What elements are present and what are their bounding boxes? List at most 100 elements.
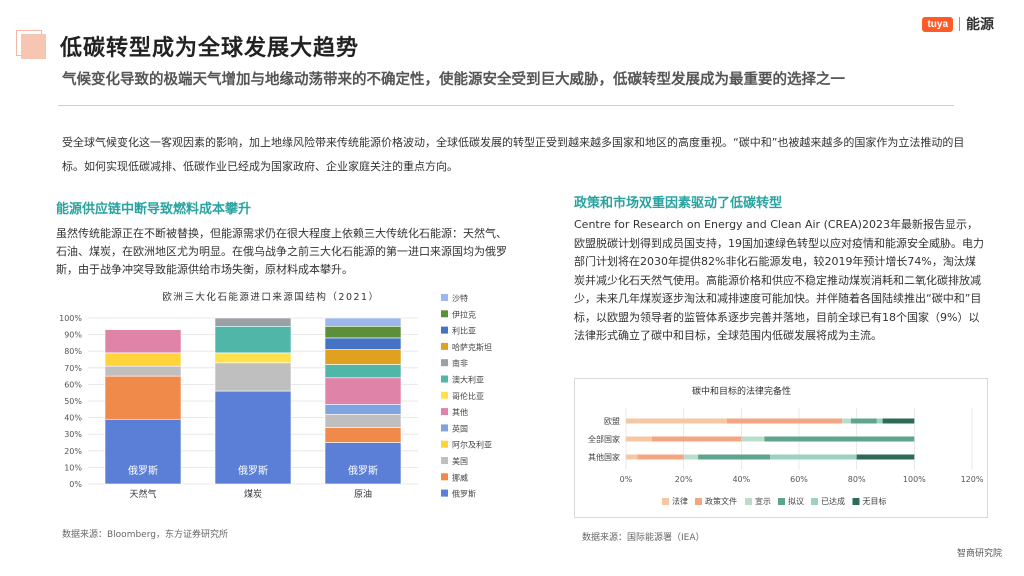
chart2-legend-label: 政策文件 — [705, 496, 737, 506]
chart1-legend-swatch — [441, 391, 448, 399]
chart2-legend-swatch — [852, 498, 860, 505]
chart1-ytick: 50% — [64, 397, 82, 406]
chart1-legend-label: 澳大利亚 — [452, 375, 484, 385]
chart2-xtick: 60% — [790, 475, 808, 484]
chart1-bar-segment — [214, 390, 292, 485]
intro-paragraph: 受全球气候变化这一客观因素的影响，加上地缘风险带来传统能源价格波动，全球低碳发展… — [62, 136, 965, 173]
chart2-xtick: 0% — [620, 475, 633, 484]
chart2-bar-segment — [698, 454, 771, 460]
chart1-ytick: 100% — [59, 314, 82, 323]
chart1-bar-segment — [214, 325, 292, 354]
title-decoration — [16, 30, 46, 60]
chart2-legend-label: 宣示 — [755, 496, 771, 506]
chart2-title: 碳中和目标的法律完备性 — [692, 385, 791, 397]
chart2-xtick: 120% — [961, 475, 984, 484]
chart1-legend-label: 南非 — [452, 358, 468, 368]
chart1-ytick: 90% — [64, 331, 82, 340]
chart2-xtick: 80% — [848, 475, 866, 484]
footer-credit: 智商研究院 — [956, 549, 1002, 559]
chart1-bar-segment — [214, 352, 292, 364]
chart1-ytick: 10% — [64, 463, 82, 472]
chart2-xtick: 40% — [732, 475, 750, 484]
chart1-legend-swatch — [441, 342, 448, 350]
chart1-bar-label: 俄罗斯 — [238, 464, 268, 477]
chart2-category-label: 其他国家 — [588, 452, 620, 462]
chart2-bar-segment — [726, 418, 843, 424]
chart1-bar-segment — [324, 427, 402, 443]
chart1-ytick: 80% — [64, 347, 82, 356]
chart2-bar-segment — [856, 454, 915, 460]
chart1-bar-segment — [324, 337, 402, 350]
right-paragraph: Centre for Research on Energy and Clean … — [574, 218, 984, 342]
chart1-ytick: 20% — [64, 447, 82, 456]
chart1-legend-swatch — [441, 310, 448, 318]
chart2-bar-segment — [626, 454, 638, 460]
chart2-frame — [574, 378, 988, 518]
chart1-bar-segment — [324, 364, 402, 379]
chart1-bar-segment — [104, 352, 182, 367]
chart1-legend-label: 阿尔及利亚 — [452, 440, 492, 450]
chart2-xtick: 100% — [903, 475, 926, 484]
right-heading: 政策和市场双重因素驱动了低碳转型 — [574, 196, 783, 211]
chart2-bar-segment — [882, 418, 915, 424]
chart1-bar-label: 俄罗斯 — [128, 464, 158, 477]
chart2-legend-swatch — [811, 498, 818, 505]
chart1-bar-segment — [104, 375, 182, 420]
chart2-legend-label: 已达成 — [821, 496, 845, 506]
chart1-legend-label: 哥伦比亚 — [452, 391, 484, 401]
brand-logo: tuya 能源 — [922, 14, 994, 34]
chart1-bar-segment — [104, 365, 182, 377]
chart1-legend-swatch — [441, 457, 448, 464]
chart1-ytick: 0% — [69, 480, 82, 489]
left-paragraph: 虽然传统能源正在不断被替换，但能源需求仍在很大程度上依赖三大传统化石能源：天然气… — [56, 227, 507, 276]
chart1-category-label: 煤炭 — [244, 488, 262, 500]
chart2-bar-segment — [850, 418, 877, 424]
chart2-legend-label: 拟议 — [788, 496, 804, 506]
chart1-legend-swatch — [441, 408, 448, 416]
chart2-bar-segment — [637, 454, 684, 460]
chart2-bar-segment — [764, 436, 915, 442]
import-structure-chart: 欧洲三大化石能源进口来源国结构（2021） 0% 10% 20% 30% 40% 50% 6… — [59, 291, 492, 500]
chart1-legend-swatch — [441, 294, 448, 301]
chart2-legend-swatch — [778, 498, 785, 505]
chart2-legend-label: 无目标 — [863, 496, 887, 506]
chart1-bar-segment — [324, 349, 402, 365]
chart2-bar-segment — [741, 436, 765, 442]
chart1-legend-label: 哈萨克斯坦 — [452, 342, 492, 352]
chart1-ytick: 70% — [64, 364, 82, 373]
chart1-legend-label: 沙特 — [452, 293, 468, 303]
chart1-bar-segment — [324, 404, 402, 415]
chart1-bar-segment — [104, 329, 182, 354]
chart2-bar-segment — [683, 454, 699, 460]
chart1-legend-swatch — [441, 359, 448, 367]
chart1-legend-label: 挪威 — [452, 472, 468, 482]
chart2-xtick: 20% — [675, 475, 693, 484]
chart1-legend-label: 美国 — [452, 456, 468, 466]
chart1-legend-swatch — [441, 424, 448, 432]
right-source: 数据来源：国际能源署（IEA） — [582, 533, 705, 543]
chart2-bar-segment — [651, 436, 742, 442]
page-subtitle: 气候变化导致的极端天气增加与地缘动荡带来的不确定性，使能源安全受到巨大威胁，低碳… — [62, 72, 845, 88]
chart2-legend-swatch — [662, 498, 669, 505]
chart2-legend-label: 法律 — [672, 496, 688, 506]
chart1-legend-label: 利比亚 — [452, 326, 476, 336]
chart1-bar-segment — [324, 413, 402, 428]
chart1-legend-swatch — [441, 326, 448, 334]
left-heading: 能源供应链中断导致燃料成本攀升 — [56, 202, 252, 217]
tuya-badge: tuya — [922, 16, 953, 32]
chart1-bar-segment — [324, 442, 402, 485]
chart2-bar-segment — [842, 418, 851, 424]
chart2-bar-segment — [626, 436, 652, 442]
chart1-bar-segment — [214, 362, 292, 392]
chart2-bar-segment — [876, 418, 883, 424]
chart1-legend-swatch — [441, 489, 448, 497]
chart1-category-label: 原油 — [354, 488, 372, 500]
header-divider — [58, 105, 954, 106]
page-title: 低碳转型成为全球发展大趋势 — [60, 36, 360, 61]
chart2-bar-segment — [626, 418, 727, 424]
chart1-bar-segment — [104, 418, 182, 485]
chart1-legend-swatch — [441, 473, 448, 481]
chart1-bar-segment — [324, 325, 402, 339]
brand-separator — [959, 17, 960, 31]
